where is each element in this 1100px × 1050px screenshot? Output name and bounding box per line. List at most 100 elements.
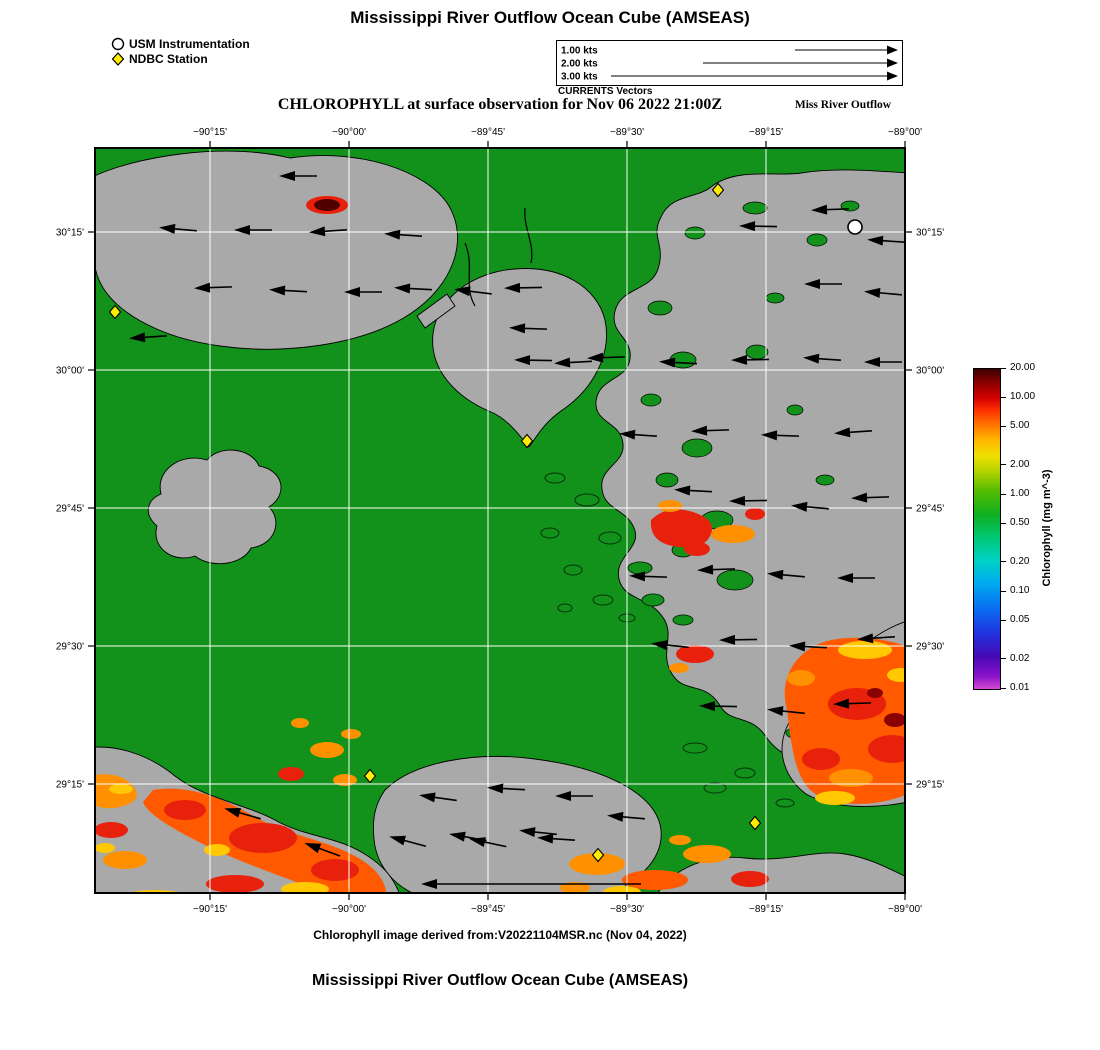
chlorophyll-patch [829,769,873,787]
marsh-patch [703,782,727,794]
marsh-islet [716,569,754,591]
river-channel [524,207,533,264]
chlorophyll-patch [745,508,765,520]
marsh-islet [815,474,835,486]
marsh-patch [627,561,653,575]
marsh-patch [540,527,560,539]
current-vector-arrow [767,569,805,580]
current-vector-arrow [867,235,905,246]
colorbar-tick-label: 10.00 [1010,391,1036,403]
current-vector-arrow [864,357,902,367]
figure-title-top: Mississippi River Outflow Ocean Cube (AM… [350,8,750,27]
region-label: Miss River Outflow [794,99,892,111]
x-axis-tick-label: −89°45' [471,904,505,915]
colorbar-tick-label: 0.02 [1010,652,1030,664]
colorbar-tick-label: 0.01 [1010,682,1030,693]
current-vector-arrow [651,640,689,651]
ndbc-station-marker [520,433,534,449]
marsh-patch [544,472,566,484]
marker-legend: USM Instrumentation NDBC Station [110,36,250,66]
y-axis-tick-label: 30°15' [916,228,944,239]
chlorophyll-patch [838,641,892,659]
legend-row-ndbc: NDBC Station [110,51,250,66]
vector-legend-arrowhead [887,58,898,68]
chlorophyll-patch [684,542,710,556]
legend-label-ndbc: NDBC Station [129,51,208,66]
x-axis-tick-label: −89°15' [749,904,783,915]
marsh-islet [647,300,673,316]
colorbar-tick-label: 0.05 [1010,614,1030,626]
chlorophyll-patch [281,882,329,893]
current-vector-arrow [833,698,872,709]
current-vector-arrow [129,332,167,343]
current-vector-arrow [304,842,341,857]
map-subtitle: CHLOROPHYLL at surface observation for N… [277,96,723,113]
usm-circle-icon [111,37,125,50]
current-vector-arrow [659,357,697,368]
current-vector-arrow [514,355,553,366]
current-vector-arrow [389,835,427,848]
chlorophyll-patch [129,890,181,893]
y-axis-tick-label: 30°00' [916,366,944,377]
rigolets-channel [416,293,456,329]
chlorophyll-patch [103,851,147,869]
current-vector-arrow [729,495,768,506]
colorbar-tick [1001,367,1006,369]
chlorophyll-patch [291,718,309,728]
y-axis-tick-label: 29°30' [916,642,944,653]
chlorophyll-band-red [650,509,713,548]
chlorophyll-patch [658,500,682,512]
chlorophyll-patch [622,870,688,890]
source-caption: Chlorophyll image derived from:V20221104… [313,928,687,942]
map-figure: −90°15' −90°15' −90°00' −90°00' −89°45' −89°4… [56,127,944,915]
rivers [464,207,533,307]
current-vector-arrow [449,831,487,842]
chlorophyll-patch [109,784,133,794]
marsh-patch [682,742,708,754]
current-vector-arrow [454,286,492,297]
current-vector-arrow [864,287,902,298]
current-vector-arrow [791,501,829,512]
marsh-patch [598,531,622,545]
current-vector-arrow [269,285,307,296]
colorbar-tick [1001,687,1006,689]
current-vector-arrow [619,429,657,440]
current-vector-arrow [767,706,805,717]
axis-ticks [88,141,912,900]
marsh-patch [574,493,600,507]
chlorophyll-patch [311,859,359,881]
legend-label-usm: USM Instrumentation [129,36,250,51]
current-vector-arrow [699,701,738,712]
chlorophyll-patch [341,729,361,739]
chlorophyll-patch [884,713,905,727]
marsh-patch [734,767,756,779]
y-axis-tick-label: 30°15' [56,228,84,239]
colorbar-gradient [973,368,1001,690]
current-vector-arrow [159,223,197,234]
current-vector-arrow [537,833,575,844]
colorbar-tick [1001,619,1006,621]
colorbar-tick-label: 1.00 [1010,488,1030,500]
y-axis-tick-label: 29°15' [56,780,84,791]
chlorophyll-patch [711,525,755,543]
chlorophyll-patch [787,670,815,686]
current-vector-arrow [309,226,347,237]
current-vector-arrow [629,571,668,582]
chlorophyll-patch [206,875,264,893]
current-vector-arrow [857,633,895,644]
current-vector-arrow [719,634,758,645]
legend-row-usm: USM Instrumentation [110,36,250,51]
x-axis-tick-label: −89°15' [749,127,783,138]
lake-pontchartrain-region [95,150,458,350]
chlorophyll-patch [229,823,297,853]
chlorophyll-patch [95,843,115,853]
colorbar: 20.00 10.00 5.00 2.00 1.00 0.50 0.20 0.10 0.05 0.… [973,362,1100,703]
chlorophyll-patch [164,800,206,820]
chlorophyll-patch [669,835,691,845]
chlorophyll-patch [603,886,641,893]
current-vector-arrow [419,792,457,803]
chlorophyll-patch [333,774,357,786]
inland-lake-region [147,449,282,565]
x-axis-tick-label: −89°00' [888,127,922,138]
